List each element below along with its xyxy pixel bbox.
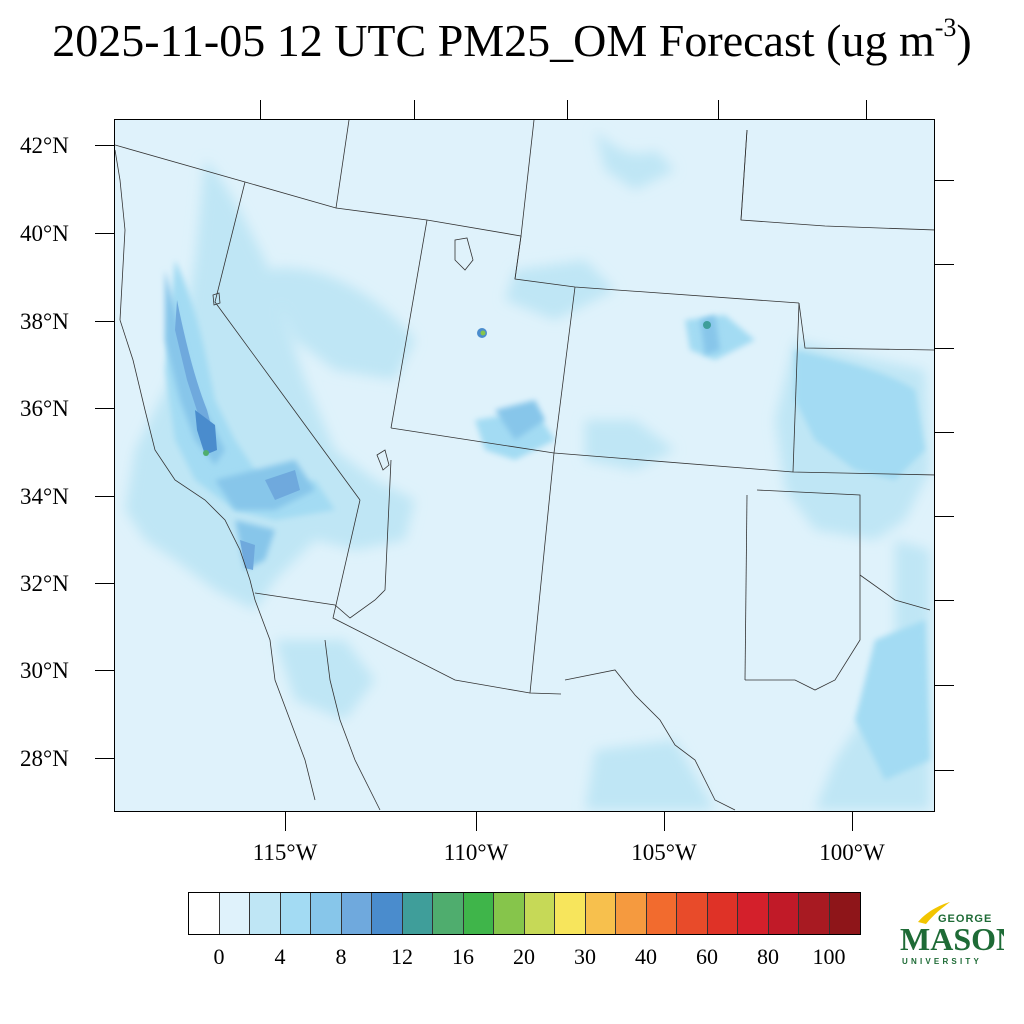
top-tick xyxy=(866,100,867,119)
right-tick xyxy=(935,770,954,771)
legend-swatch xyxy=(250,893,281,934)
legend-label: 12 xyxy=(391,944,413,969)
right-tick xyxy=(935,432,954,433)
left-tick xyxy=(95,233,114,234)
hotspot-california xyxy=(203,450,209,456)
legend-swatch xyxy=(189,893,220,934)
legend-label: 100 xyxy=(812,944,846,969)
legend-swatch xyxy=(433,893,464,934)
top-tick xyxy=(414,100,415,119)
logo-george: GEORGE xyxy=(938,913,992,925)
color-legend xyxy=(188,892,861,935)
legend-label: 16 xyxy=(452,944,474,969)
lat-label-40n: 40°N xyxy=(20,221,69,246)
left-tick xyxy=(95,758,114,759)
left-tick xyxy=(95,496,114,497)
top-tick xyxy=(718,100,719,119)
left-tick xyxy=(95,583,114,584)
legend-swatch xyxy=(372,893,403,934)
legend-label: 80 xyxy=(757,944,779,969)
title-closing: ) xyxy=(956,15,972,66)
george-mason-logo: GEORGE MASON UNIVERSITY xyxy=(900,902,1004,966)
legend-swatch xyxy=(311,893,342,934)
hotspot-utah xyxy=(477,328,487,338)
legend-label: 40 xyxy=(635,944,657,969)
logo-mason: MASON xyxy=(900,921,1004,957)
legend-swatch xyxy=(585,893,616,934)
top-tick xyxy=(260,100,261,119)
left-tick xyxy=(95,321,114,322)
legend-label: 30 xyxy=(574,944,596,969)
legend-swatch xyxy=(738,893,769,934)
logo-university: UNIVERSITY xyxy=(902,957,982,966)
bottom-tick xyxy=(285,812,286,831)
right-tick xyxy=(935,516,954,517)
right-tick xyxy=(935,264,954,265)
legend-swatch xyxy=(555,893,586,934)
title-text: 2025-11-05 12 UTC PM25_OM Forecast (ug m xyxy=(52,15,935,66)
legend-swatch xyxy=(280,893,311,934)
lat-label-38n: 38°N xyxy=(20,309,69,334)
legend-swatch xyxy=(494,893,525,934)
lon-label-115w: 115°W xyxy=(252,840,318,865)
lon-label-110w: 110°W xyxy=(443,840,509,865)
legend-swatch xyxy=(524,893,555,934)
legend-label: 60 xyxy=(696,944,718,969)
legend-label: 20 xyxy=(513,944,535,969)
title-superscript: -3 xyxy=(934,12,957,42)
forecast-map-canvas xyxy=(115,120,934,811)
coastline xyxy=(115,149,931,811)
lat-label-28n: 28°N xyxy=(20,746,69,771)
legend-label: 4 xyxy=(274,944,286,969)
lat-label-36n: 36°N xyxy=(20,396,69,421)
legend-label: 8 xyxy=(335,944,347,969)
state-boundaries xyxy=(115,120,934,695)
lat-label-42n: 42°N xyxy=(20,133,69,158)
lon-label-105w: 105°W xyxy=(631,840,697,865)
hotspot-colorado xyxy=(703,321,711,329)
legend-swatch xyxy=(646,893,677,934)
legend-swatch xyxy=(616,893,647,934)
legend-swatch xyxy=(677,893,708,934)
forecast-map[interactable] xyxy=(114,119,935,812)
right-tick xyxy=(935,685,954,686)
concentration-level-12 xyxy=(195,410,217,455)
left-tick xyxy=(95,408,114,409)
legend-swatch xyxy=(707,893,738,934)
right-tick xyxy=(935,348,954,349)
legend-swatch xyxy=(829,893,860,934)
bottom-tick xyxy=(852,812,853,831)
lat-label-32n: 32°N xyxy=(20,571,69,596)
lat-label-34n: 34°N xyxy=(20,484,69,509)
map-title: 2025-11-05 12 UTC PM25_OM Forecast (ug m… xyxy=(0,14,1024,66)
lon-label-100w: 100°W xyxy=(819,840,885,865)
concentration-level-10 xyxy=(175,300,300,570)
bottom-tick xyxy=(476,812,477,831)
legend-swatch xyxy=(341,893,372,934)
legend-swatch xyxy=(402,893,433,934)
legend-swatch xyxy=(463,893,494,934)
left-tick xyxy=(95,145,114,146)
legend-swatch xyxy=(219,893,250,934)
lakes xyxy=(212,237,474,471)
left-tick xyxy=(95,670,114,671)
bottom-tick xyxy=(664,812,665,831)
legend-swatch xyxy=(799,893,830,934)
legend-label: 0 xyxy=(213,944,225,969)
lat-label-30n: 30°N xyxy=(20,658,69,683)
right-tick xyxy=(935,180,954,181)
top-tick xyxy=(567,100,568,119)
legend-swatch xyxy=(768,893,799,934)
right-tick xyxy=(935,600,954,601)
